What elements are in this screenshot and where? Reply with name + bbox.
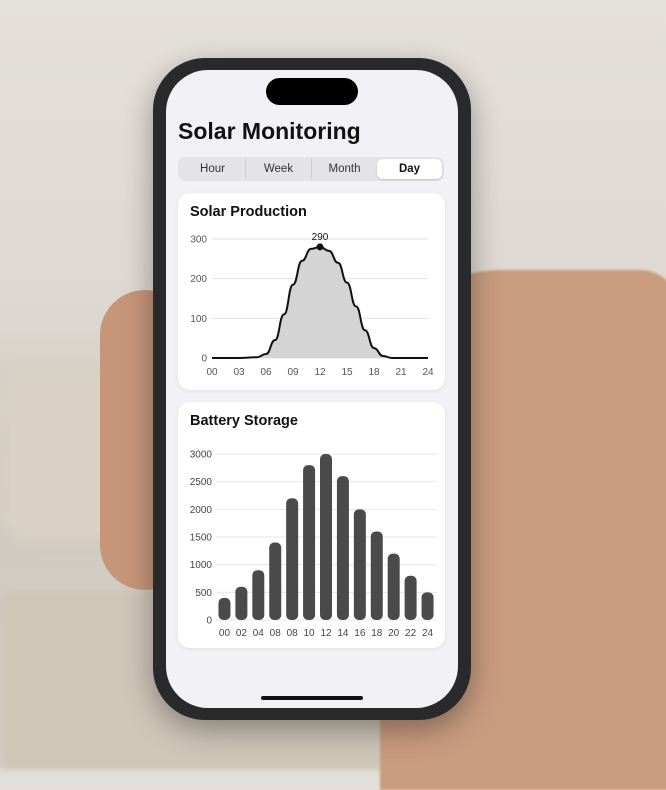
y-tick-label: 100 bbox=[190, 314, 207, 325]
x-tick-label: 08 bbox=[287, 628, 299, 639]
y-tick-label: 2500 bbox=[190, 477, 213, 488]
x-tick-label: 14 bbox=[337, 628, 349, 639]
phone-screen: Solar Monitoring Hour Week Month Day Sol… bbox=[166, 70, 458, 708]
x-tick-label: 12 bbox=[320, 628, 332, 639]
x-tick-label: 06 bbox=[260, 367, 272, 378]
battery-storage-chart: 0 500 1000 1500 2000 2500 3000 00 02 04 08 08 10 12 14… bbox=[190, 450, 436, 639]
x-tick-label: 09 bbox=[287, 367, 299, 378]
x-tick-label: 24 bbox=[422, 367, 434, 378]
y-tick-label: 2000 bbox=[190, 505, 213, 516]
bar bbox=[370, 531, 383, 620]
tab-month[interactable]: Month bbox=[328, 163, 361, 175]
time-range-segmented-control[interactable]: Hour Week Month Day bbox=[178, 157, 444, 181]
solar-production-chart: 0 100 200 300 00 03 06 09 12 15 18 21 24 290 bbox=[190, 232, 434, 378]
x-tick-label: 00 bbox=[219, 628, 231, 639]
x-tick-label: 21 bbox=[395, 367, 407, 378]
y-tick-label: 0 bbox=[201, 354, 207, 365]
bar bbox=[320, 454, 332, 620]
y-tick-label: 1000 bbox=[190, 560, 213, 571]
x-tick-label: 00 bbox=[206, 367, 218, 378]
tab-day[interactable]: Day bbox=[377, 159, 442, 179]
tab-hour[interactable]: Hour bbox=[180, 159, 246, 179]
bar bbox=[218, 597, 231, 620]
y-tick-label: 1500 bbox=[190, 533, 213, 544]
page-title: Solar Monitoring bbox=[178, 118, 361, 144]
bar bbox=[269, 542, 282, 620]
card-title: Solar Production bbox=[190, 204, 307, 220]
dynamic-island bbox=[266, 78, 358, 105]
bar bbox=[286, 498, 299, 620]
x-tick-label: 15 bbox=[341, 367, 353, 378]
y-tick-label: 3000 bbox=[190, 450, 213, 461]
x-tick-label: 22 bbox=[405, 628, 417, 639]
x-tick-label: 18 bbox=[368, 367, 380, 378]
bar bbox=[303, 465, 316, 620]
y-tick-label: 0 bbox=[206, 616, 212, 627]
home-indicator[interactable] bbox=[261, 696, 363, 700]
battery-storage-card: Battery Storage 0 500 1000 1500 2000 2500 3000… bbox=[178, 402, 445, 648]
x-tick-label: 03 bbox=[233, 367, 245, 378]
bar bbox=[353, 509, 366, 620]
x-tick-label: 12 bbox=[314, 367, 326, 378]
bar bbox=[404, 575, 417, 620]
peak-point bbox=[316, 243, 324, 251]
x-tick-label: 24 bbox=[422, 628, 434, 639]
x-tick-label: 04 bbox=[253, 628, 265, 639]
x-tick-label: 20 bbox=[388, 628, 400, 639]
bar bbox=[387, 553, 400, 620]
x-tick-label: 02 bbox=[236, 628, 248, 639]
x-tick-label: 10 bbox=[304, 628, 316, 639]
area-fill bbox=[212, 246, 428, 358]
y-tick-label: 300 bbox=[190, 235, 207, 246]
solar-production-card: Solar Production 0 100 200 300 00 03 06 09 12 15 1… bbox=[178, 193, 445, 390]
bar bbox=[336, 476, 349, 620]
y-tick-label: 200 bbox=[190, 274, 207, 285]
card-title: Battery Storage bbox=[190, 413, 298, 429]
tab-week[interactable]: Week bbox=[246, 159, 312, 179]
x-tick-label: 18 bbox=[371, 628, 383, 639]
peak-label: 290 bbox=[312, 232, 329, 243]
bar bbox=[252, 570, 265, 620]
bar bbox=[421, 592, 434, 620]
bar bbox=[235, 586, 248, 620]
x-tick-label: 08 bbox=[270, 628, 282, 639]
x-tick-label: 16 bbox=[354, 628, 366, 639]
y-tick-label: 500 bbox=[195, 588, 212, 599]
series-line bbox=[212, 245, 428, 359]
